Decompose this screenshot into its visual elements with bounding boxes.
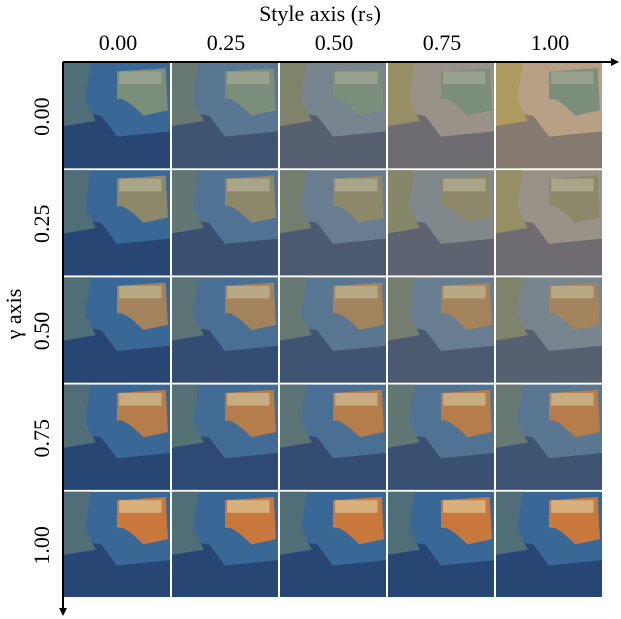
cell-bird-back [551,71,593,84]
image-cell [280,385,386,490]
cell-bird-back [551,286,593,299]
figure: Style axis (rₛ) γ axis 0.00 0.25 0.50 0.75 1… [0,0,621,619]
row-label: 0.00 [29,97,54,136]
cell-bird-back [551,500,593,513]
row-label: 0.75 [29,419,54,458]
cell-bird-back [335,500,377,513]
image-cell [64,492,170,597]
cell-bird-back [119,179,161,192]
image-cell [388,385,494,490]
image-cell [64,63,170,168]
image-cell [388,492,494,597]
image-cell [172,492,278,597]
cell-bird-back [335,393,377,406]
image-cell [496,170,602,275]
image-cell [172,277,278,382]
image-grid [64,63,602,597]
column-label: 0.00 [99,30,138,55]
image-cell [280,492,386,597]
image-cell [172,63,278,168]
image-cell [280,277,386,382]
row-label: 0.25 [29,205,54,244]
image-cell [496,492,602,597]
cell-bird-back [443,71,485,84]
cell-bird-back [119,71,161,84]
cell-bird-back [443,393,485,406]
image-cell [280,170,386,275]
image-cell [64,170,170,275]
row-label: 0.50 [29,312,54,351]
cell-bird-back [119,286,161,299]
x-axis-label: Style axis (rₛ) [259,1,381,26]
cell-bird-back [335,286,377,299]
image-cell [496,277,602,382]
cell-bird-back [335,71,377,84]
image-cell [496,385,602,490]
cell-bird-back [227,71,269,84]
column-label: 0.75 [423,30,462,55]
image-cell [64,277,170,382]
cell-bird-back [227,500,269,513]
image-cell [388,63,494,168]
cell-bird-back [443,500,485,513]
cell-bird-back [335,179,377,192]
cell-bird-back [227,393,269,406]
cell-bird-back [227,179,269,192]
cell-bird-back [443,286,485,299]
cell-bird-back [227,286,269,299]
cell-bird-back [443,179,485,192]
image-cell [388,170,494,275]
column-label: 1.00 [531,30,570,55]
image-cell [496,63,602,168]
image-cell [388,277,494,382]
image-cell [172,170,278,275]
image-cell [64,385,170,490]
row-label: 1.00 [29,526,54,565]
cell-bird-back [551,179,593,192]
column-label: 0.50 [315,30,354,55]
column-label: 0.25 [207,30,246,55]
cell-bird-back [119,500,161,513]
image-cell [172,385,278,490]
image-cell [280,63,386,168]
y-axis-label: γ axis [1,289,26,341]
cell-bird-back [119,393,161,406]
cell-bird-back [551,393,593,406]
